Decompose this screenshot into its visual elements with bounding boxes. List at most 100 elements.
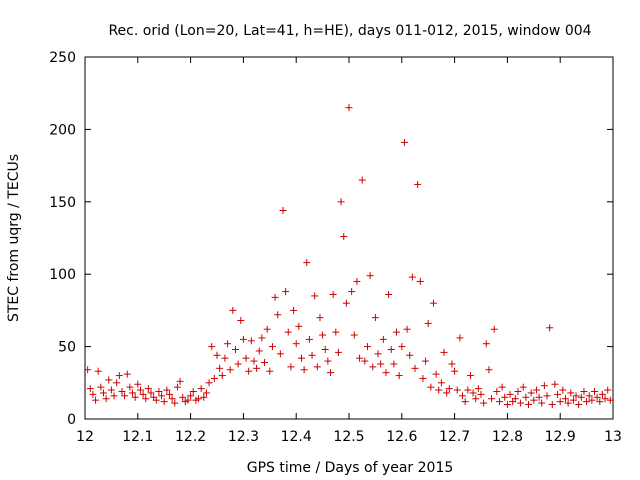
data-point	[107, 386, 115, 394]
data-point	[118, 387, 126, 395]
data-point	[501, 393, 509, 401]
data-point	[139, 390, 147, 398]
data-point	[350, 331, 358, 339]
data-point	[255, 347, 263, 355]
data-point	[522, 393, 530, 401]
data-point	[482, 340, 490, 348]
data-point	[575, 401, 583, 409]
data-point	[480, 399, 488, 407]
y-tick: 150	[49, 195, 613, 211]
data-point	[129, 389, 137, 397]
y-tick-label: 250	[49, 50, 76, 66]
data-point	[411, 364, 419, 372]
data-point	[561, 395, 569, 403]
data-point	[173, 383, 181, 391]
data-point	[569, 396, 577, 404]
x-tick-label: 12	[76, 429, 94, 445]
x-tick-label: 12.8	[492, 429, 523, 445]
data-point	[144, 385, 152, 393]
y-tick: 50	[58, 340, 613, 356]
data-point	[297, 354, 305, 362]
data-point	[369, 363, 377, 371]
data-point	[583, 398, 591, 406]
data-point	[155, 387, 163, 395]
x-tick-label: 13	[604, 429, 622, 445]
data-point	[435, 386, 443, 394]
data-point	[184, 396, 192, 404]
data-point	[165, 390, 173, 398]
data-point	[268, 343, 276, 351]
data-point	[403, 325, 411, 333]
x-tick: 12.2	[175, 57, 206, 445]
data-point	[142, 395, 150, 403]
data-point	[136, 386, 144, 394]
data-point	[490, 325, 498, 333]
data-point	[374, 350, 382, 358]
data-point	[525, 401, 533, 409]
data-point	[377, 360, 385, 368]
data-point	[580, 387, 588, 395]
data-point	[152, 396, 160, 404]
chart-title: Rec. orid (Lon=20, Lat=41, h=HE), days 0…	[108, 23, 591, 39]
data-point	[131, 393, 139, 401]
data-point	[606, 396, 614, 404]
y-tick: 250	[49, 50, 613, 66]
data-point	[604, 386, 612, 394]
data-point	[316, 314, 324, 322]
data-point	[353, 277, 361, 285]
data-point	[543, 392, 551, 400]
data-point	[171, 399, 179, 407]
data-point	[115, 372, 123, 380]
data-point	[540, 382, 548, 390]
data-point	[102, 395, 110, 403]
data-point	[593, 393, 601, 401]
x-tick: 12.3	[228, 57, 259, 445]
data-point	[371, 314, 379, 322]
data-point	[84, 366, 92, 374]
y-tick-label: 50	[58, 340, 76, 356]
data-point	[200, 393, 208, 401]
x-tick: 12	[76, 57, 94, 445]
data-point	[398, 343, 406, 351]
data-point	[474, 385, 482, 393]
data-point	[437, 379, 445, 387]
x-tick-label: 12.4	[281, 429, 312, 445]
data-point	[158, 392, 166, 400]
data-point	[261, 359, 269, 367]
data-point	[113, 379, 121, 387]
data-point	[216, 364, 224, 372]
data-point	[459, 392, 467, 400]
data-point	[601, 395, 609, 403]
data-point	[427, 383, 435, 391]
data-point	[495, 398, 503, 406]
y-tick-label: 0	[67, 412, 76, 428]
data-point	[469, 389, 477, 397]
data-point	[208, 343, 216, 351]
x-tick: 12.8	[492, 57, 523, 445]
data-point	[126, 383, 134, 391]
data-point	[567, 389, 575, 397]
y-tick: 0	[67, 412, 613, 428]
data-point	[498, 383, 506, 391]
data-point	[445, 385, 453, 393]
data-point	[176, 377, 184, 385]
data-point	[429, 299, 437, 307]
data-point	[276, 350, 284, 358]
data-point	[168, 395, 176, 403]
data-point	[89, 390, 97, 398]
data-point	[189, 387, 197, 395]
x-axis-ticks: 12 12.1 12.2 12.3 12.4 12.5 12.6 12.7 12.8 12.9 13	[76, 57, 622, 445]
data-point	[163, 386, 171, 394]
data-point	[329, 290, 337, 298]
data-point	[160, 398, 168, 406]
x-tick-label: 12.6	[386, 429, 417, 445]
data-point	[456, 334, 464, 342]
data-point	[356, 354, 364, 362]
data-point	[94, 367, 102, 375]
data-point	[585, 392, 593, 400]
data-point	[453, 386, 461, 394]
data-point	[218, 372, 226, 380]
x-tick-label: 12.2	[175, 429, 206, 445]
data-point	[361, 357, 369, 365]
data-point	[527, 389, 535, 397]
